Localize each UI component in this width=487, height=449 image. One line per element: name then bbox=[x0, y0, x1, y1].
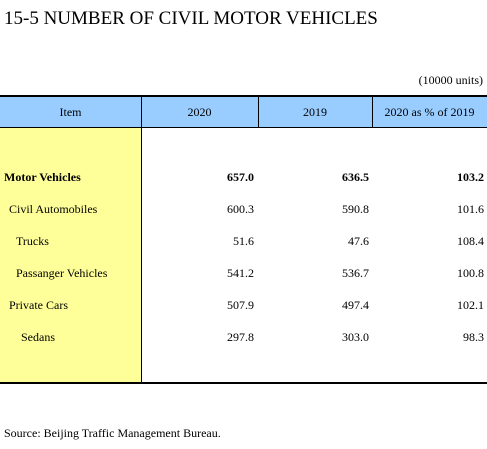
value-cell: 507.9 bbox=[227, 298, 254, 312]
divider bbox=[141, 95, 142, 383]
divider bbox=[372, 97, 373, 128]
value-cell: 536.7 bbox=[342, 266, 369, 280]
value-cell: 100.8 bbox=[457, 266, 484, 280]
bottom-rule bbox=[0, 382, 487, 384]
header-cell: 2020 bbox=[187, 105, 212, 119]
unit-note: (10000 units) bbox=[418, 73, 483, 87]
value-cell: 102.1 bbox=[457, 298, 484, 312]
item-column-bg bbox=[0, 128, 141, 383]
value-cell: 297.8 bbox=[227, 330, 254, 344]
value-cell: 108.4 bbox=[457, 234, 484, 248]
value-cell: 541.2 bbox=[227, 266, 254, 280]
value-cell: 636.5 bbox=[342, 170, 369, 184]
header-cell: 2019 bbox=[303, 105, 327, 119]
divider bbox=[258, 97, 259, 128]
value-cell: 497.4 bbox=[342, 298, 369, 312]
item-cell: Sedans bbox=[21, 330, 55, 344]
table-header: Item 2020 2019 2020 as % of 2019 bbox=[0, 95, 487, 128]
header-cell: 2020 as % of 2019 bbox=[384, 105, 475, 119]
value-cell: 51.6 bbox=[233, 234, 254, 248]
item-cell: Motor Vehicles bbox=[4, 170, 81, 184]
value-cell: 303.0 bbox=[342, 330, 369, 344]
value-cell: 98.3 bbox=[463, 330, 484, 344]
item-cell: Passanger Vehicles bbox=[16, 266, 108, 280]
value-cell: 103.2 bbox=[457, 170, 484, 184]
source: Source: Beijing Traffic Management Burea… bbox=[4, 426, 221, 440]
item-cell: Private Cars bbox=[9, 298, 68, 312]
item-cell: Civil Automobiles bbox=[9, 202, 98, 216]
value-cell: 101.6 bbox=[457, 202, 484, 216]
title: 15-5 NUMBER OF CIVIL MOTOR VEHICLES bbox=[4, 8, 378, 29]
value-cell: 47.6 bbox=[348, 234, 369, 248]
header-cell: Item bbox=[59, 105, 82, 119]
value-cell: 590.8 bbox=[342, 202, 369, 216]
value-cell: 657.0 bbox=[227, 170, 254, 184]
item-cell: Trucks bbox=[16, 234, 49, 248]
value-cell: 600.3 bbox=[227, 202, 254, 216]
